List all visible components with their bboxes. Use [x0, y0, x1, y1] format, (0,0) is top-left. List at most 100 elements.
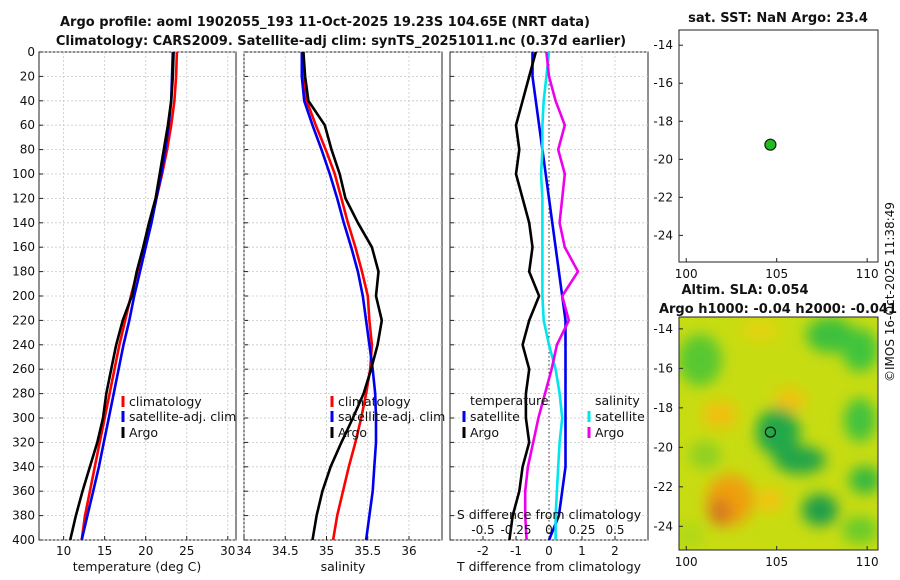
difference-legend-salinity: salinity satellite Argo — [587, 393, 645, 440]
series-line-argo — [302, 52, 384, 540]
legend-satellite-label: satellite-adj. clim — [129, 409, 236, 424]
x-tick-label: 35.5 — [354, 544, 381, 558]
x-tick-label: 34 — [236, 544, 251, 558]
timestamp: ©IMOS 16-Oct-2025 11:38:49 — [883, 202, 897, 382]
x-tick-label: 2 — [611, 544, 619, 558]
lat-tick-label: -20 — [653, 440, 673, 454]
series-line-salinity-satellite — [539, 52, 564, 540]
lon-tick-label: 105 — [765, 555, 788, 569]
x-tick-label: 20 — [138, 544, 153, 558]
x-tick-label: 15 — [97, 544, 112, 558]
sla-title-line2: Argo h1000: -0.04 h2000: -0.041 — [659, 302, 897, 317]
difference-lines — [508, 52, 580, 540]
temperature-grid — [39, 51, 236, 541]
temperature-x-ticks: 10 15 20 25 30 — [56, 544, 235, 558]
x-tick-label: 25 — [179, 544, 194, 558]
lon-tick-label: 100 — [675, 555, 698, 569]
salinity-xlabel: salinity — [321, 559, 366, 574]
salinity-lines — [300, 52, 384, 540]
temperature-xlabel: temperature (deg C) — [73, 559, 202, 574]
lat-tick-label: -24 — [653, 519, 673, 533]
depth-tick-label: 140 — [12, 216, 35, 230]
depth-tick-label: 120 — [12, 191, 35, 205]
lat-tick-label: -16 — [653, 76, 673, 90]
x-tick-label: -2 — [477, 544, 489, 558]
depth-tick-label: 0 — [27, 45, 35, 59]
x2-tick-label: -0.25 — [500, 523, 531, 537]
lat-tick-label: -22 — [653, 480, 673, 494]
sst-lon-ticks: 100 105 110 — [675, 258, 879, 281]
x2-tick-label: 0.25 — [569, 523, 596, 537]
depth-tick-labels: 0 20 40 60 80 100 120 140 160 180 200 220 240 260 280 3… — [12, 45, 35, 547]
x-tick-label: 30 — [220, 544, 235, 558]
difference-x-ticks: -2 -1 0 1 2 — [477, 544, 619, 558]
legend-argo-label: Argo — [338, 425, 367, 440]
depth-tick-label: 380 — [12, 509, 35, 523]
depth-tick-label: 60 — [20, 118, 35, 132]
legend-sal-argo-label: Argo — [595, 425, 624, 440]
legend-climatology-label: climatology — [338, 394, 411, 409]
x-tick-label: 0 — [545, 544, 553, 558]
series-line-climatology — [302, 52, 374, 540]
x-tick-label: 10 — [56, 544, 71, 558]
x2-tick-label: 0 — [545, 523, 553, 537]
x2-tick-label: -0.5 — [471, 523, 494, 537]
sla-heatmap — [679, 317, 878, 550]
depth-tick-label: 400 — [12, 533, 35, 547]
sla-map-panel: Altim. SLA: 0.054 Argo h1000: -0.04 h200… — [653, 283, 897, 569]
sla-lon-ticks: 100 105 110 — [675, 546, 879, 569]
depth-tick-label: 80 — [20, 143, 35, 157]
depth-tick-label: 220 — [12, 313, 35, 327]
x-tick-label: 34.5 — [272, 544, 299, 558]
legend-climatology-label: climatology — [129, 394, 202, 409]
series-line-salinity-argo — [523, 52, 580, 540]
salinity-panel: 34 34.5 35 35.5 36 salinity climatology sate… — [236, 51, 445, 574]
depth-tick-label: 320 — [12, 435, 35, 449]
salinity-difference-xlabel: S difference from climatology — [457, 507, 642, 522]
sla-axes — [678, 316, 879, 551]
legend-salinity-title: salinity — [595, 393, 640, 408]
salinity-difference-ticks: -0.5 -0.25 0 0.25 0.5 — [471, 523, 624, 537]
lat-tick-label: -20 — [653, 152, 673, 166]
main-title-line2: Climatology: CARS2009. Satellite-adj cli… — [56, 34, 626, 49]
depth-tick-label: 160 — [12, 240, 35, 254]
temperature-panel: 0 20 40 60 80 100 120 140 160 180 200 220 240 260 280 3… — [12, 45, 237, 574]
depth-tick-label: 20 — [20, 69, 35, 83]
salinity-legend: climatology satellite-adj. clim Argo — [330, 394, 445, 440]
lon-tick-label: 110 — [856, 555, 879, 569]
legend-argo-label: Argo — [129, 425, 158, 440]
legend-satellite-label: satellite-adj. clim — [338, 409, 445, 424]
lat-tick-label: -14 — [653, 322, 673, 336]
lat-tick-label: -18 — [653, 401, 673, 415]
lon-tick-label: 105 — [765, 267, 788, 281]
sst-map-panel: sat. SST: NaN Argo: 23.4 -14 -16 -18 -20 -22… — [653, 11, 878, 281]
depth-tick-label: 280 — [12, 387, 35, 401]
depth-tick-label: 340 — [12, 460, 35, 474]
sla-lat-ticks: -14 -16 -18 -20 -22 -24 — [653, 322, 683, 533]
sst-float-marker — [764, 138, 777, 151]
depth-tick-label: 100 — [12, 167, 35, 181]
salinity-x-ticks: 34 34.5 35 35.5 36 — [236, 544, 416, 558]
legend-sal-satellite-label: satellite — [595, 409, 645, 424]
difference-panel: -2 -1 0 1 2 T difference from climatology S … — [449, 51, 649, 574]
sst-lat-ticks: -14 -16 -18 -20 -22 -24 — [653, 38, 683, 242]
lat-tick-label: -16 — [653, 361, 673, 375]
lon-tick-label: 100 — [675, 267, 698, 281]
temperature-legend: climatology satellite-adj. clim Argo — [121, 394, 236, 440]
depth-tick-label: 200 — [12, 289, 35, 303]
series-line-argo — [68, 52, 175, 540]
difference-xlabel: T difference from climatology — [456, 559, 642, 574]
salinity-grid — [243, 51, 442, 541]
lat-tick-label: -24 — [653, 228, 673, 242]
x2-tick-label: 0.5 — [605, 523, 624, 537]
depth-tick-label: 180 — [12, 265, 35, 279]
difference-legend-temperature: temperature satellite Argo — [462, 393, 549, 440]
x-tick-label: -1 — [510, 544, 522, 558]
temperature-lines — [68, 52, 179, 540]
sla-title-line1: Altim. SLA: 0.054 — [682, 283, 809, 298]
series-line-temperature-argo — [508, 52, 541, 540]
legend-temperature-title: temperature — [470, 393, 549, 408]
lat-tick-label: -14 — [653, 38, 673, 52]
sst-title: sat. SST: NaN Argo: 23.4 — [688, 11, 868, 26]
depth-tick-label: 360 — [12, 484, 35, 498]
